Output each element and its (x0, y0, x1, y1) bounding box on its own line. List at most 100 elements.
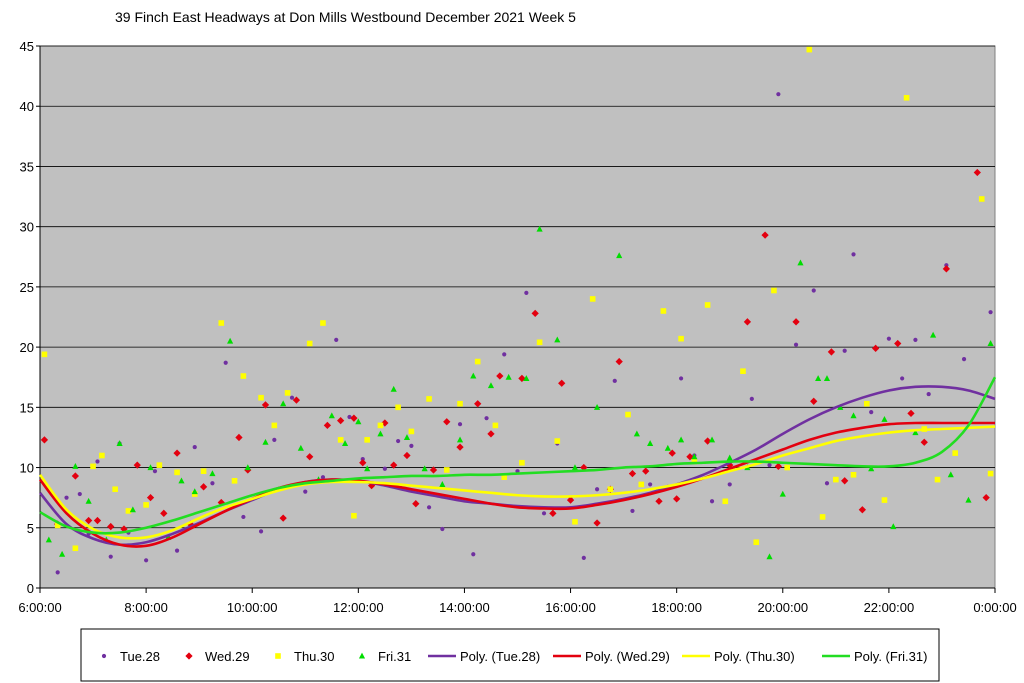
data-point (767, 463, 772, 468)
data-point (178, 477, 185, 484)
legend-label: Poly. (Wed.29) (585, 649, 670, 664)
data-point (133, 461, 141, 469)
data-point (421, 465, 428, 472)
data-point (396, 438, 401, 444)
data-point (359, 459, 367, 467)
data-point (112, 486, 118, 493)
data-point (341, 440, 349, 446)
trendlines (38, 376, 997, 548)
data-point (258, 394, 264, 401)
data-point (84, 516, 93, 525)
data-point (306, 453, 314, 461)
data-point (279, 514, 287, 522)
data-point (351, 512, 357, 519)
legend-label: Thu.30 (294, 649, 334, 664)
data-point (223, 360, 228, 365)
data-point (210, 481, 215, 486)
data-point (487, 382, 495, 389)
y-tick-label: 5 (27, 521, 34, 536)
data-point (502, 352, 507, 357)
data-point (947, 471, 954, 478)
data-point (231, 478, 238, 484)
data-point (810, 397, 818, 405)
data-point (793, 342, 799, 347)
data-point (655, 497, 663, 505)
data-point (200, 468, 207, 474)
legend-label: Poly. (Thu.30) (714, 649, 795, 664)
data-point (900, 376, 905, 381)
data-point (125, 508, 132, 514)
data-point (524, 290, 529, 296)
data-point (323, 421, 332, 430)
data-point (280, 400, 287, 407)
data-point (987, 470, 994, 477)
data-point (886, 336, 891, 341)
data-point (334, 337, 339, 342)
data-point (726, 454, 733, 461)
y-tick-label: 15 (20, 400, 34, 415)
data-point (55, 570, 60, 575)
data-point (108, 554, 113, 559)
plot-background (39, 45, 996, 589)
data-point (709, 499, 715, 504)
data-point (439, 481, 446, 487)
y-tick-label: 0 (27, 581, 34, 596)
data-point (328, 412, 335, 419)
data-point (116, 440, 123, 446)
legend-label: Tue.28 (120, 649, 160, 664)
data-point (784, 464, 790, 471)
data-point (973, 168, 981, 177)
legend-entry: Tue.28 (101, 649, 160, 664)
data-point (881, 416, 888, 422)
data-point (519, 459, 525, 466)
data-point (199, 483, 208, 491)
legend-entry: Fri.31 (358, 649, 411, 664)
data-point (191, 488, 198, 495)
data-point (174, 548, 180, 553)
legend-entry: Poly. (Tue.28) (428, 649, 540, 664)
data-point (107, 522, 115, 531)
x-tick-label: 20:00:00 (757, 600, 808, 615)
data-point (850, 471, 857, 478)
data-point (982, 494, 990, 502)
x-tick-label: 22:00:00 (864, 600, 915, 615)
data-point (594, 403, 601, 410)
data-point (71, 472, 80, 480)
data-point (961, 357, 967, 362)
data-point (77, 491, 82, 497)
y-tick-label: 20 (20, 340, 34, 355)
x-tick-label: 6:00:00 (18, 600, 61, 615)
data-point (779, 490, 786, 497)
data-point (474, 400, 482, 408)
data-point (218, 320, 225, 326)
data-point (638, 481, 645, 488)
data-point (156, 462, 163, 468)
data-point (443, 467, 450, 473)
data-point (625, 411, 631, 418)
data-point (869, 410, 874, 415)
data-point (487, 430, 495, 438)
data-point (554, 438, 561, 444)
data-point (292, 396, 301, 404)
legend-label: Fri.31 (378, 649, 411, 664)
data-point (412, 500, 420, 508)
data-point (173, 449, 181, 457)
data-point (174, 469, 180, 476)
data-point (858, 506, 867, 514)
data-point (913, 337, 918, 342)
data-point (894, 339, 902, 348)
data-point (409, 443, 414, 448)
data-point (616, 252, 623, 259)
data-point (673, 495, 681, 503)
data-point (978, 196, 985, 202)
data-point (440, 526, 445, 532)
legend: Tue.28 Wed.29 Thu.30 Fri.31 Poly. (Tue.28) Po… (80, 628, 940, 682)
y-tick-label: 25 (20, 280, 34, 295)
data-point (806, 46, 813, 53)
data-point (926, 391, 931, 397)
data-point (704, 302, 711, 308)
data-point (395, 404, 401, 411)
data-point (147, 464, 154, 471)
data-point (678, 376, 684, 381)
